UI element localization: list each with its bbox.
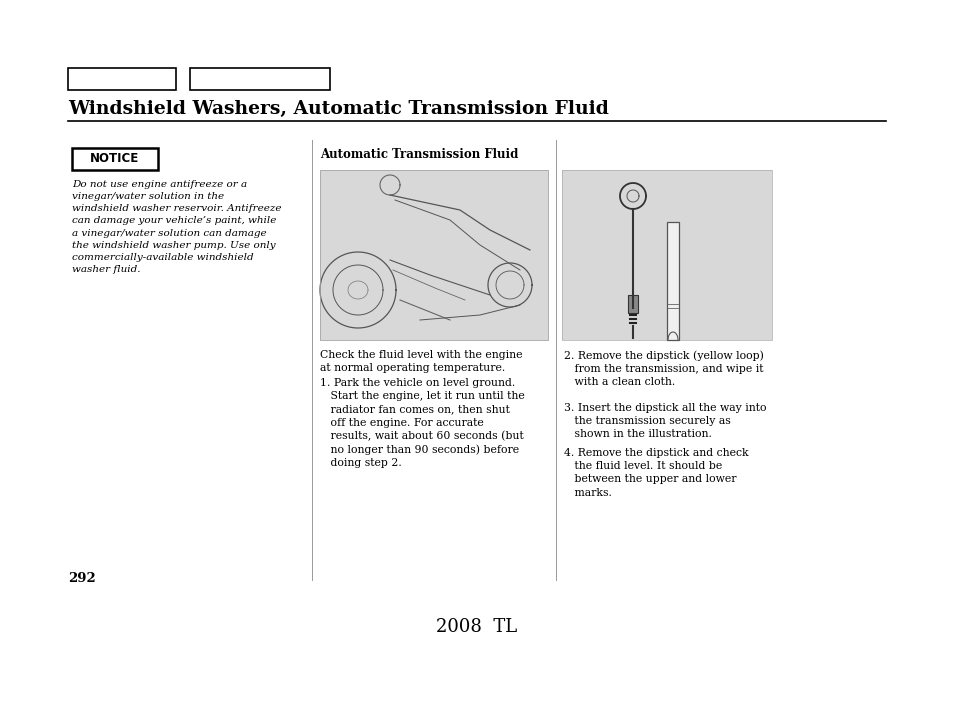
Bar (319, 170, 547, 340)
Text: 292: 292 (68, 572, 95, 585)
Bar (666, 222, 679, 340)
Text: Windshield Washers, Automatic Transmission Fluid: Windshield Washers, Automatic Transmissi… (68, 100, 608, 118)
Text: Automatic Transmission Fluid: Automatic Transmission Fluid (319, 148, 517, 161)
Text: NOTICE: NOTICE (91, 153, 139, 165)
Text: 4. Remove the dipstick and check
   the fluid level. It should be
   between the: 4. Remove the dipstick and check the flu… (563, 448, 748, 498)
Bar (319, 170, 547, 340)
Text: 2008  TL: 2008 TL (436, 618, 517, 636)
Text: 3. Insert the dipstick all the way into
   the transmission securely as
   shown: 3. Insert the dipstick all the way into … (563, 403, 765, 439)
Bar (190, 68, 330, 90)
Text: Do not use engine antifreeze or a
vinegar/water solution in the
windshield washe: Do not use engine antifreeze or a vinega… (71, 180, 281, 274)
Bar (561, 170, 771, 340)
Text: 1. Park the vehicle on level ground.
   Start the engine, let it run until the
 : 1. Park the vehicle on level ground. Sta… (319, 378, 524, 469)
Bar (627, 295, 638, 313)
Text: Check the fluid level with the engine
at normal operating temperature.: Check the fluid level with the engine at… (319, 350, 522, 373)
Bar (68, 68, 175, 90)
Bar (319, 170, 547, 340)
Text: 2. Remove the dipstick (yellow loop)
   from the transmission, and wipe it
   wi: 2. Remove the dipstick (yellow loop) fro… (563, 350, 763, 387)
Bar (71, 148, 158, 170)
Bar (561, 170, 771, 340)
